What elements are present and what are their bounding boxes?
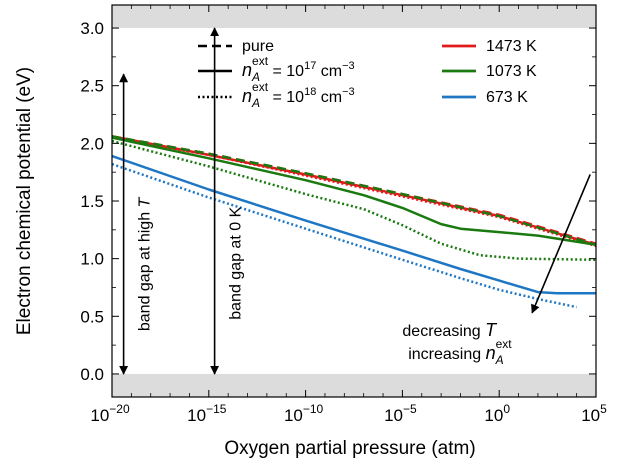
trend-label-1-italic: T (485, 320, 498, 340)
trend-label-2-var: n (486, 343, 496, 363)
x-tick-base: 10 (90, 406, 109, 425)
x-tick-label-1: 10−15 (187, 402, 227, 425)
y-tick-label-3: 1.5 (80, 192, 104, 211)
legend-unit: cm (316, 63, 342, 80)
band-gap-high-T-text: band gap at high (137, 207, 154, 331)
legend-unit-exp: −3 (342, 60, 355, 72)
y-tick-label-1: 0.5 (80, 307, 104, 326)
series-line-6 (112, 154, 596, 295)
x-tick-label-2: 10−10 (284, 402, 324, 425)
x-tick-label-0: 10−20 (90, 402, 130, 425)
legend-var: n (242, 86, 252, 106)
series-line-5 (112, 139, 596, 262)
x-tick-base: 10 (581, 406, 600, 425)
y-axis-label: Electron chemical potential (eV) (14, 67, 35, 335)
x-tick-exp: 5 (600, 402, 607, 416)
x-tick-base: 10 (484, 406, 503, 425)
legend-sup: ext (252, 54, 269, 68)
trend-label-1: decreasing T (402, 320, 498, 340)
x-axis-label: Oxygen partial pressure (atm) (224, 438, 475, 459)
x-tick-exp: −15 (206, 402, 227, 416)
legend-color-label-1: 1073 K (486, 63, 537, 80)
x-tick-base: 10 (284, 406, 303, 425)
legend-style-label-2: nAext = 1018 cm−3 (242, 80, 355, 110)
trend-arrow (531, 174, 591, 314)
x-tick-exp: 0 (503, 402, 510, 416)
x-tick-label-3: 10−5 (384, 402, 417, 425)
legend-color-label-0: 1473 K (486, 38, 537, 55)
y-tick-label-5: 2.5 (80, 77, 104, 96)
series-line-7 (112, 162, 577, 309)
trend-label-2: increasing nAext (408, 337, 512, 367)
band-gap-high-T-label: band gap at high T (137, 196, 154, 331)
series-line-4 (112, 136, 596, 247)
legend-unit-exp: −3 (342, 86, 355, 98)
legend-exp: 17 (304, 60, 316, 72)
trend-label-2-text: increasing (408, 346, 485, 363)
x-tick-base: 10 (384, 406, 403, 425)
legend-sub: A (251, 70, 260, 84)
x-tick-label-5: 105 (581, 402, 607, 425)
axes: 0.00.51.01.52.02.53.010−20 10−15 10−10 10−5… (14, 4, 607, 459)
x-tick-label-4: 100 (484, 402, 510, 425)
band-gap-high-T-italic: T (137, 196, 154, 207)
shaded-bands (112, 5, 596, 397)
trend-label-1-text: decreasing (402, 323, 485, 340)
x-tick-exp: −5 (403, 402, 417, 416)
x-tick-exp: −20 (109, 402, 130, 416)
trend-label-2-sup: ext (496, 337, 513, 351)
x-tick-exp: −10 (303, 402, 324, 416)
legend-color-label-2: 673 K (486, 89, 528, 106)
y-tick-label-6: 3.0 (80, 19, 104, 38)
trend-label-2-sub: A (495, 353, 504, 367)
legend-sub: A (251, 96, 260, 110)
legend-var: n (242, 60, 252, 80)
y-tick-label-0: 0.0 (80, 365, 104, 384)
shaded-band-1 (112, 5, 596, 29)
y-tick-label-2: 1.0 (80, 250, 104, 269)
legend-exp: 18 (304, 86, 316, 98)
series-line-3 (112, 135, 596, 246)
legend-eq: = 10 (268, 89, 304, 106)
legend-sup: ext (252, 80, 269, 94)
legend-style-label-1: nAext = 1017 cm−3 (242, 54, 355, 84)
legend-unit: cm (316, 89, 342, 106)
legend-eq: = 10 (268, 63, 304, 80)
x-tick-base: 10 (187, 406, 206, 425)
legend-style-label-0: pure (242, 38, 274, 55)
band-gap-0K-label: band gap at 0 K (228, 206, 245, 319)
series-layer (112, 135, 596, 309)
shaded-band-0 (112, 373, 596, 397)
y-tick-label-4: 2.0 (80, 134, 104, 153)
series-line-2 (112, 136, 596, 248)
